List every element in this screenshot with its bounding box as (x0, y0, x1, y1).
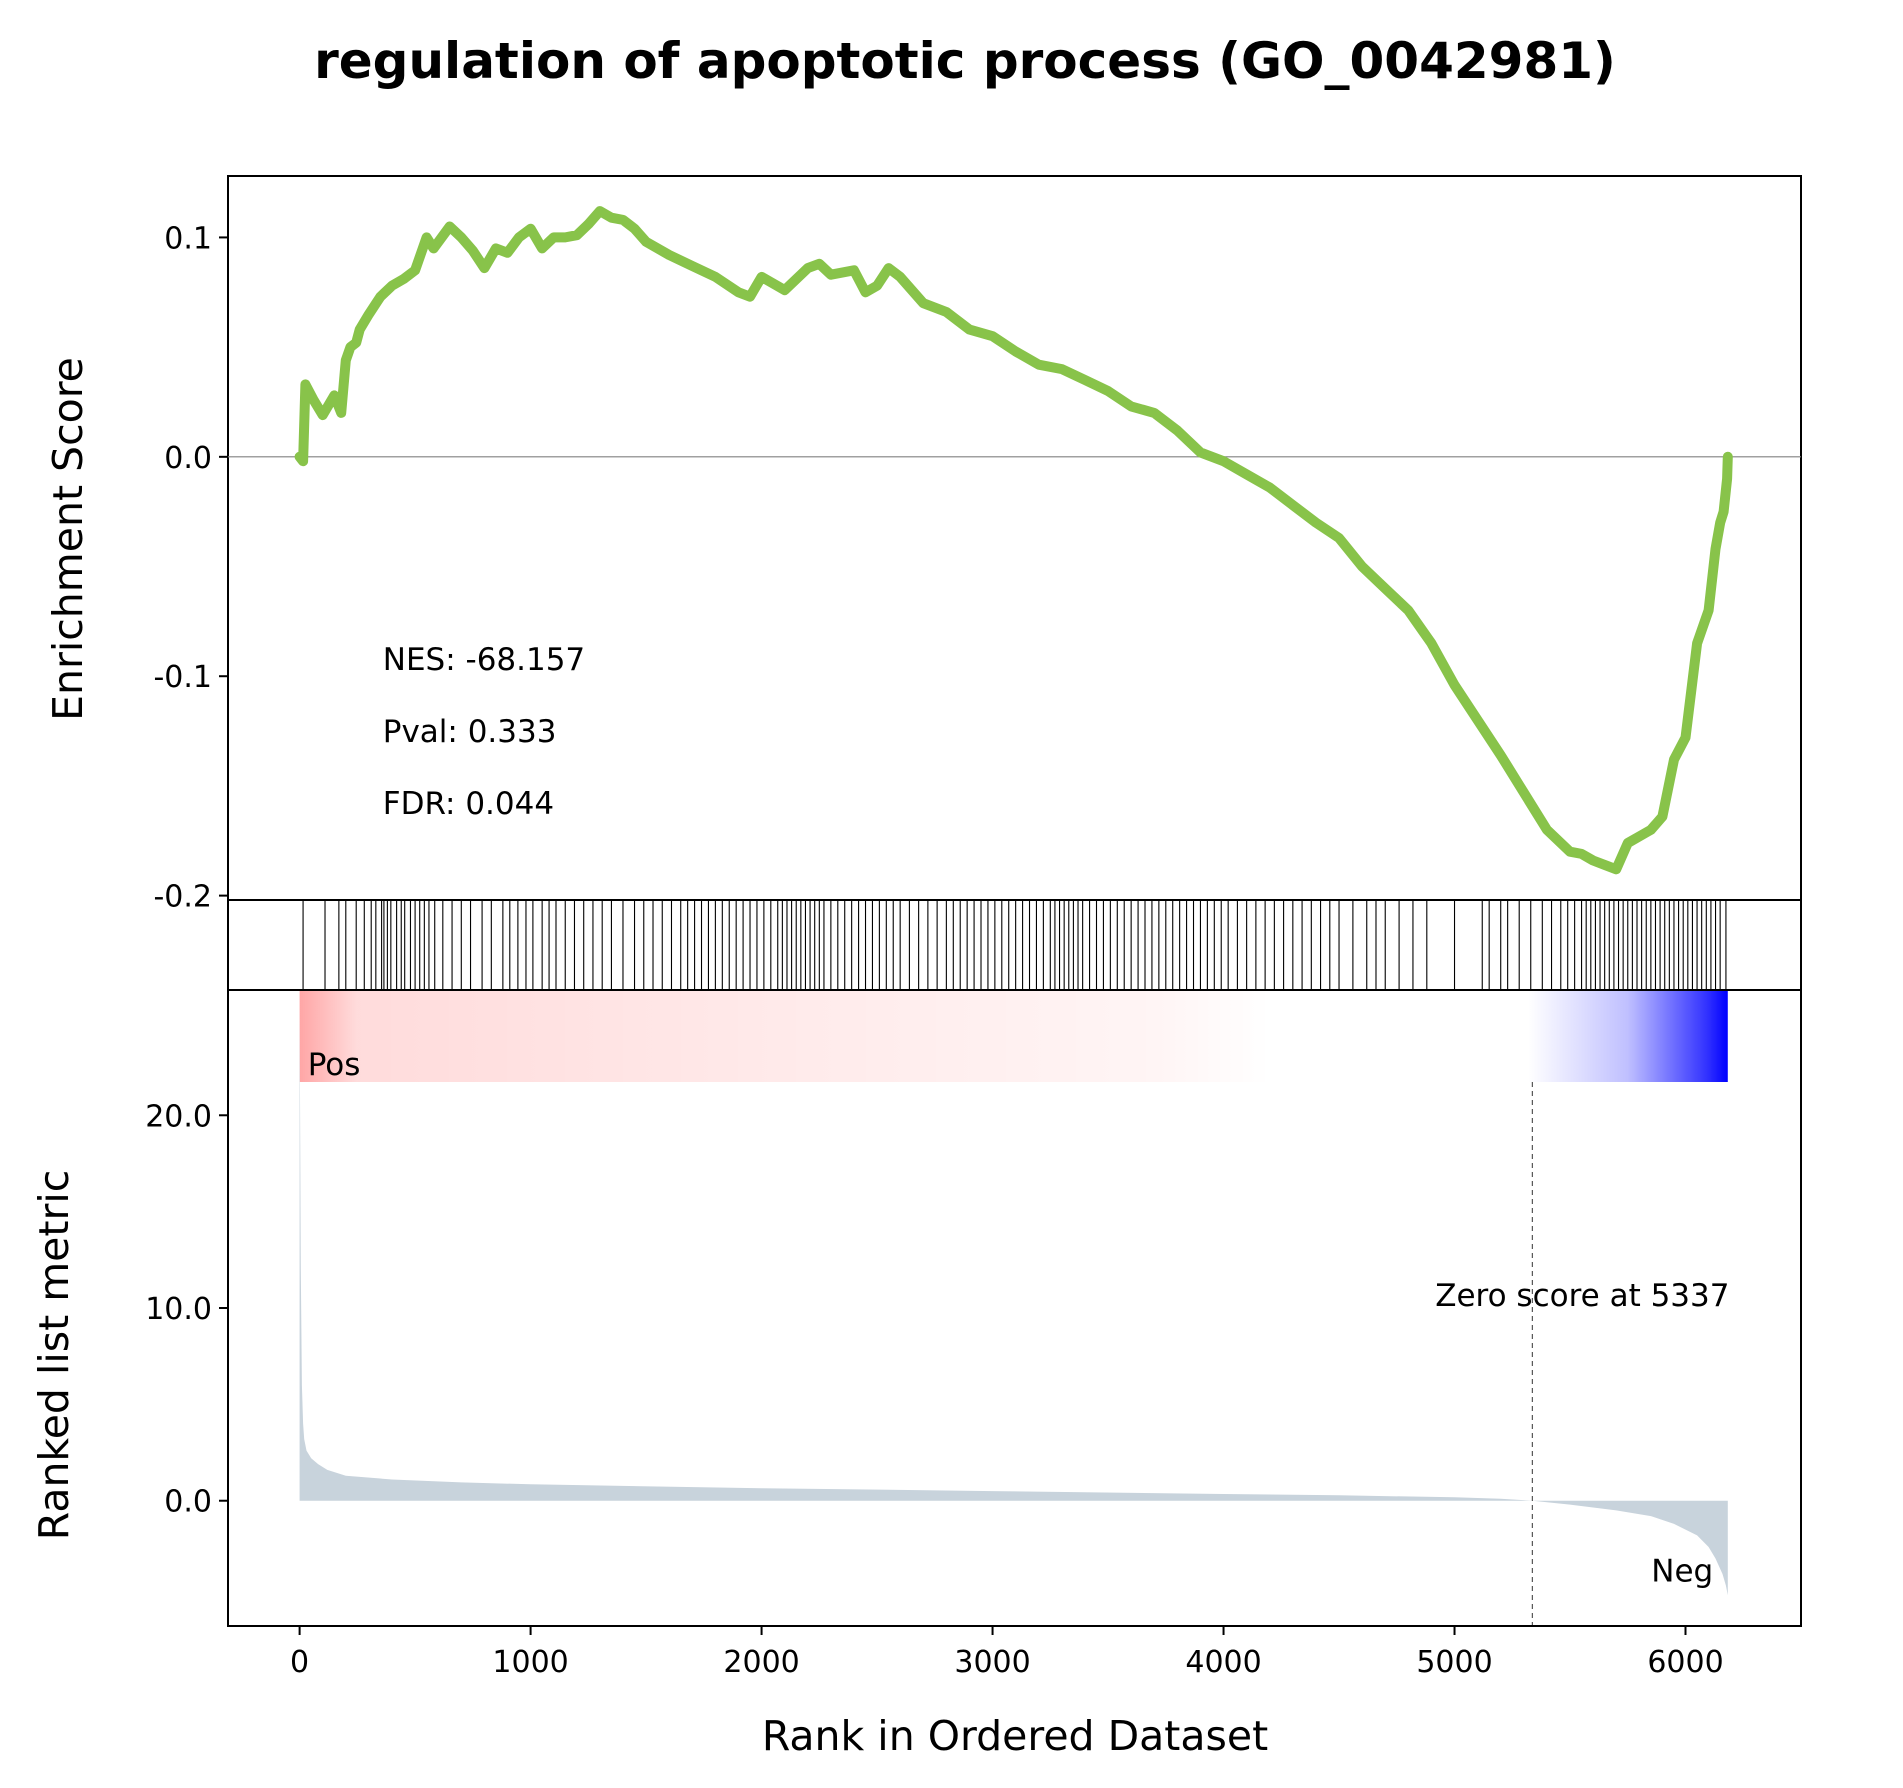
neg-label: Neg (1651, 1554, 1713, 1590)
metric-plot-frame (227, 989, 1802, 1627)
enrichment-y-tick-label: 0.1 (164, 221, 212, 256)
enrichment-y-tick-label: -0.2 (153, 880, 212, 915)
enrichment-score-ylabel: Enrichment Score (44, 357, 92, 721)
gene-hits-panel (227, 899, 1802, 991)
pos-label: Pos (308, 1047, 361, 1083)
x-tick-label: 2000 (723, 1645, 799, 1680)
x-tick-label: 3000 (954, 1645, 1030, 1680)
metric-y-tick-label: 10.0 (145, 1292, 212, 1327)
ranked-metric-panel: Zero score at 5337 Pos Neg 20.0 10.0 0.0 (145, 989, 1802, 1627)
enrichment-plot-frame (227, 175, 1802, 901)
x-axis-label: Rank in Ordered Dataset (762, 1712, 1268, 1760)
stat-label-3: FDR: 0.044 (383, 786, 554, 822)
enrichment-y-tick-label: 0.0 (164, 441, 212, 476)
enrichment-y-tick-label: -0.1 (153, 660, 212, 695)
x-axis: 0 1000 2000 3000 4000 5000 6000 (290, 1626, 1724, 1680)
hits-frame (227, 899, 1802, 991)
x-tick-label: 5000 (1416, 1645, 1492, 1680)
stat-label-1: NES: -68.157 (383, 642, 585, 678)
enrichment-score-line (294, 206, 1733, 875)
rank-gradient-bar (299, 990, 1728, 1082)
ranked-metric-ylabel: Ranked list metric (30, 1170, 78, 1541)
metric-y-tick-label: 0.0 (164, 1485, 212, 1520)
rank-gradient-fill (299, 990, 1728, 1082)
stat-label-2: Pval: 0.333 (383, 714, 557, 750)
x-tick-label: 4000 (1185, 1645, 1261, 1680)
zero-score-annotation: Zero score at 5337 (1435, 1278, 1729, 1314)
x-tick-label: 6000 (1647, 1645, 1723, 1680)
x-tick-label: 1000 (492, 1645, 568, 1680)
x-tick-label: 0 (290, 1645, 309, 1680)
enrichment-score-panel: 0.1 0.0 -0.1 -0.2 NES: -68.157 Pval: 0.333 FDR… (153, 175, 1802, 915)
metric-y-tick-label: 20.0 (145, 1099, 212, 1134)
chart-title: regulation of apoptotic process (GO_0042… (314, 32, 1616, 90)
